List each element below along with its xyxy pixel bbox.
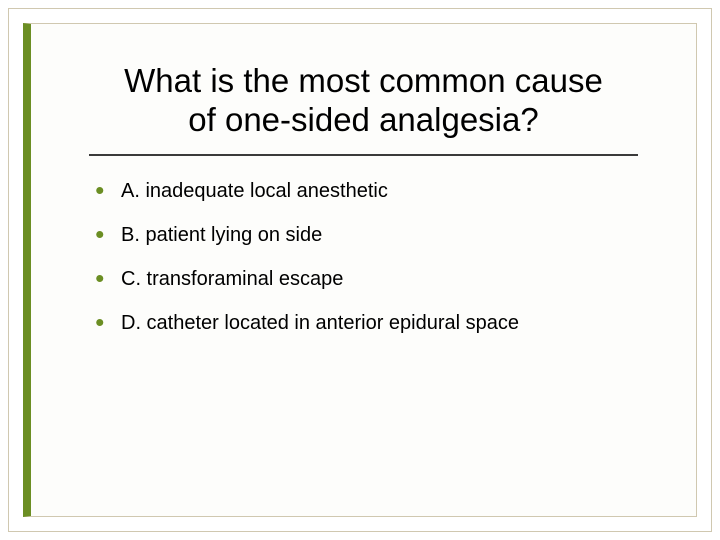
option-text: C. transforaminal escape <box>121 268 343 290</box>
list-item: B. patient lying on side <box>95 222 638 248</box>
option-text: A. inadequate local anesthetic <box>121 180 388 202</box>
outer-frame: What is the most common cause of one-sid… <box>8 8 712 532</box>
options-list: A. inadequate local anesthetic B. patien… <box>89 178 638 336</box>
title-line-1: What is the most common cause <box>124 62 603 99</box>
inner-frame: What is the most common cause of one-sid… <box>23 23 697 517</box>
option-text: D. catheter located in anterior epidural… <box>121 312 519 334</box>
list-item: D. catheter located in anterior epidural… <box>95 310 638 336</box>
list-item: A. inadequate local anesthetic <box>95 178 638 204</box>
title-divider <box>89 154 638 156</box>
slide-title: What is the most common cause of one-sid… <box>89 62 638 140</box>
option-text: B. patient lying on side <box>121 224 322 246</box>
title-line-2: of one-sided analgesia? <box>188 101 538 138</box>
list-item: C. transforaminal escape <box>95 266 638 292</box>
